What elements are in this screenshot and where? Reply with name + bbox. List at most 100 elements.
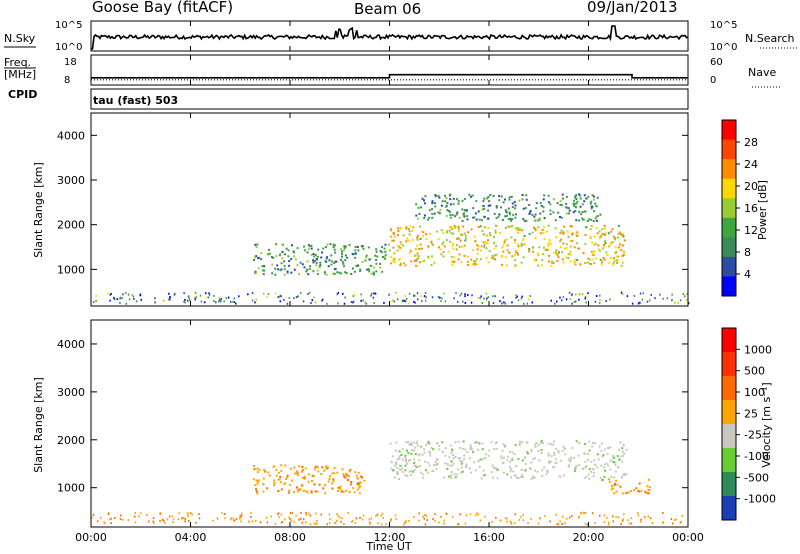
data-cell <box>347 479 349 481</box>
data-cell <box>591 205 594 208</box>
data-cell <box>613 492 616 495</box>
data-cell <box>414 294 416 297</box>
data-cell <box>310 302 312 304</box>
data-cell <box>576 200 579 203</box>
data-cell <box>506 459 509 462</box>
data-cell <box>541 259 544 262</box>
data-cell <box>418 212 421 215</box>
data-cell <box>614 246 617 249</box>
data-cell <box>255 255 258 258</box>
data-cell <box>569 298 571 300</box>
data-cell <box>434 205 437 208</box>
data-cell <box>506 455 509 458</box>
data-cell <box>348 470 351 473</box>
data-cell <box>431 255 433 258</box>
data-cell <box>264 470 267 473</box>
data-cell <box>521 473 524 476</box>
data-cell <box>334 251 337 254</box>
data-cell <box>524 243 526 246</box>
data-cell <box>612 263 615 266</box>
data-cell <box>548 239 551 242</box>
data-cell <box>545 473 548 476</box>
data-cell <box>400 468 402 471</box>
data-cell <box>332 243 335 246</box>
data-cell <box>588 477 591 480</box>
data-cell <box>517 299 520 302</box>
data-cell <box>681 514 683 517</box>
data-cell <box>609 257 612 259</box>
data-cell <box>547 454 550 457</box>
data-cell <box>567 235 570 238</box>
data-cell <box>450 451 453 454</box>
data-cell <box>365 302 368 305</box>
colorbar-segment <box>722 256 736 277</box>
data-cell <box>531 231 534 234</box>
colorbar-segment <box>722 400 736 425</box>
data-cell <box>436 230 439 233</box>
data-cell <box>622 235 625 238</box>
data-cell <box>615 255 618 258</box>
data-cell <box>508 196 511 199</box>
colorbar-tick-label: 1000 <box>744 343 772 356</box>
colorbar-tick-label: 28 <box>744 136 758 149</box>
cpid-label: CPID <box>8 88 37 101</box>
data-cell <box>508 213 511 216</box>
data-cell <box>504 215 507 218</box>
data-cell <box>104 522 106 525</box>
data-cell <box>431 202 434 204</box>
data-cell <box>573 301 576 303</box>
data-cell <box>526 441 529 444</box>
data-cell <box>487 204 490 207</box>
data-cell <box>277 513 279 516</box>
data-cell <box>279 300 281 303</box>
data-cell <box>639 520 642 523</box>
data-cell <box>315 264 318 267</box>
data-cell <box>520 515 522 518</box>
colorbar-tick-label: 20 <box>744 180 758 193</box>
data-cell <box>278 254 281 257</box>
data-cell <box>460 245 463 248</box>
data-cell <box>489 204 492 207</box>
data-cell <box>456 211 459 214</box>
data-cell <box>479 249 482 252</box>
data-cell <box>275 474 278 477</box>
data-cell <box>415 258 418 261</box>
data-cell <box>614 463 617 466</box>
data-cell <box>492 195 495 197</box>
data-cell <box>435 467 438 470</box>
data-cell <box>436 463 439 466</box>
data-cell <box>506 249 509 252</box>
data-cell <box>533 476 536 479</box>
data-cell <box>395 518 397 521</box>
data-cell <box>560 204 563 207</box>
data-cell <box>571 302 573 305</box>
data-cell <box>110 522 112 525</box>
colorbar-frame <box>721 327 737 521</box>
data-cell <box>519 228 521 231</box>
colorbar-segment <box>722 376 736 401</box>
data-cell <box>238 295 240 298</box>
data-cell <box>599 258 602 261</box>
data-cell <box>393 469 396 472</box>
data-cell <box>96 520 99 523</box>
data-cell <box>569 239 572 242</box>
x-tick-label: 12:00 <box>374 531 406 544</box>
data-cell <box>290 271 293 274</box>
data-cell <box>537 226 540 229</box>
data-cell <box>411 449 413 452</box>
data-cell <box>502 201 505 204</box>
data-cell <box>432 518 434 520</box>
data-cell <box>459 239 462 242</box>
data-cell <box>415 465 418 468</box>
data-cell <box>611 460 614 463</box>
data-cell <box>374 254 377 257</box>
data-cell <box>494 442 497 445</box>
data-cell <box>522 519 525 522</box>
data-cell <box>477 513 479 516</box>
data-cell <box>441 243 444 246</box>
data-cell <box>336 293 338 296</box>
data-cell <box>425 443 428 446</box>
data-cell <box>194 296 196 299</box>
data-cell <box>389 228 392 231</box>
data-cell <box>277 512 280 515</box>
